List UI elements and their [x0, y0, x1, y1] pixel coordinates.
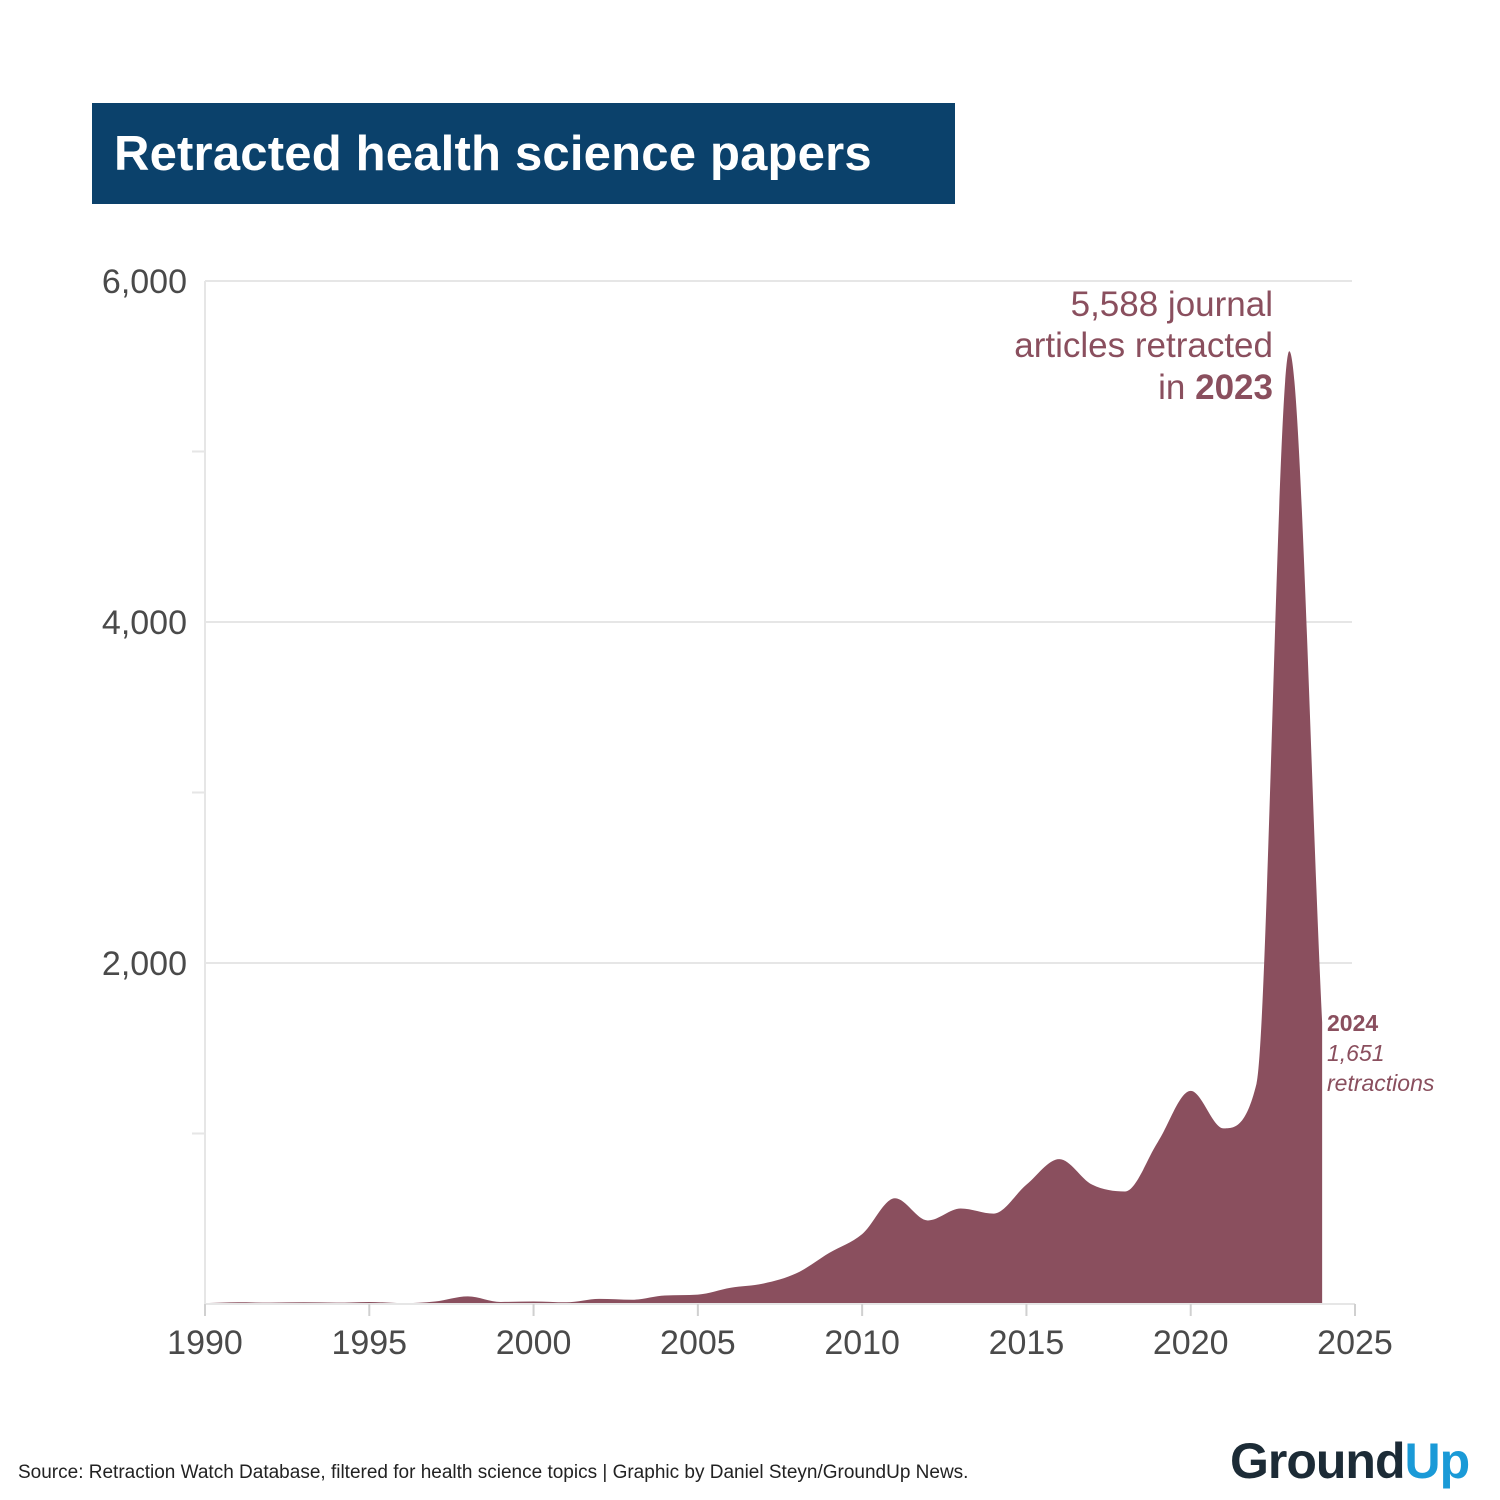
data-point-1998	[465, 1293, 471, 1299]
data-point-2006	[728, 1285, 734, 1291]
peak-annotation-line2: articles retracted	[1014, 326, 1273, 365]
x-tick-label: 2010	[824, 1324, 900, 1362]
logo-ground-text: Ground	[1230, 1433, 1406, 1489]
end-annotation-year: 2024	[1327, 1010, 1378, 1036]
data-point-2002	[596, 1296, 602, 1302]
title-banner: Retracted health science papers	[92, 103, 955, 204]
data-point-2010	[859, 1231, 865, 1237]
data-point-2011	[892, 1195, 898, 1201]
x-tick-label: 2005	[660, 1324, 736, 1362]
data-point-2008	[793, 1270, 799, 1276]
data-point-2016	[1056, 1156, 1062, 1162]
x-axis-ticks: 1990 1995 2000 2005 2010 2015 2020 2025	[167, 1304, 1393, 1362]
data-point-2024	[1319, 1020, 1325, 1026]
peak-annotation-year: 2023	[1195, 368, 1273, 407]
peak-annotation-line3: in 2023	[1158, 368, 1273, 407]
data-point-2022	[1253, 1081, 1259, 1087]
data-point-2009	[826, 1250, 832, 1256]
groundup-logo: GroundUp	[1230, 1432, 1471, 1490]
source-credit: Source: Retraction Watch Database, filte…	[18, 1462, 969, 1483]
y-axis-ticks: 2,000 4,000 6,000	[102, 263, 187, 983]
data-point-2007	[761, 1281, 767, 1287]
x-tick-label: 2020	[1153, 1324, 1229, 1362]
y-tick-label: 2,000	[102, 945, 187, 983]
x-tick-label: 2015	[989, 1324, 1065, 1362]
end-annotation-label: retractions	[1327, 1070, 1435, 1096]
data-point-2014	[991, 1211, 997, 1217]
data-point-2021	[1221, 1125, 1227, 1131]
x-tick-label: 2000	[496, 1324, 572, 1362]
data-point-2023	[1286, 348, 1292, 354]
data-point-2020	[1188, 1088, 1194, 1094]
data-point-2012	[925, 1217, 931, 1223]
y-tick-label: 4,000	[102, 604, 187, 642]
y-tick-label: 6,000	[102, 263, 187, 301]
chart-title: Retracted health science papers	[114, 126, 872, 181]
end-annotation-value: 1,651	[1327, 1040, 1385, 1066]
peak-annotation-line1: 5,588 journal	[1071, 285, 1273, 324]
grid-layer	[192, 280, 1352, 1135]
data-point-2004	[662, 1292, 668, 1298]
retractions-area	[205, 351, 1323, 1305]
data-point-2015	[1023, 1182, 1029, 1188]
peak-annotation-prefix: in	[1158, 368, 1195, 407]
data-point-2018	[1122, 1188, 1128, 1194]
data-point-2005	[695, 1292, 701, 1298]
data-point-2003	[629, 1297, 635, 1303]
data-point-2017	[1089, 1182, 1095, 1188]
x-tick-label: 2025	[1317, 1324, 1393, 1362]
data-point-2019	[1155, 1139, 1161, 1145]
logo-up-text: Up	[1404, 1433, 1471, 1489]
x-tick-label: 1995	[331, 1324, 407, 1362]
data-point-2013	[958, 1206, 964, 1212]
x-tick-label: 1990	[167, 1324, 243, 1362]
